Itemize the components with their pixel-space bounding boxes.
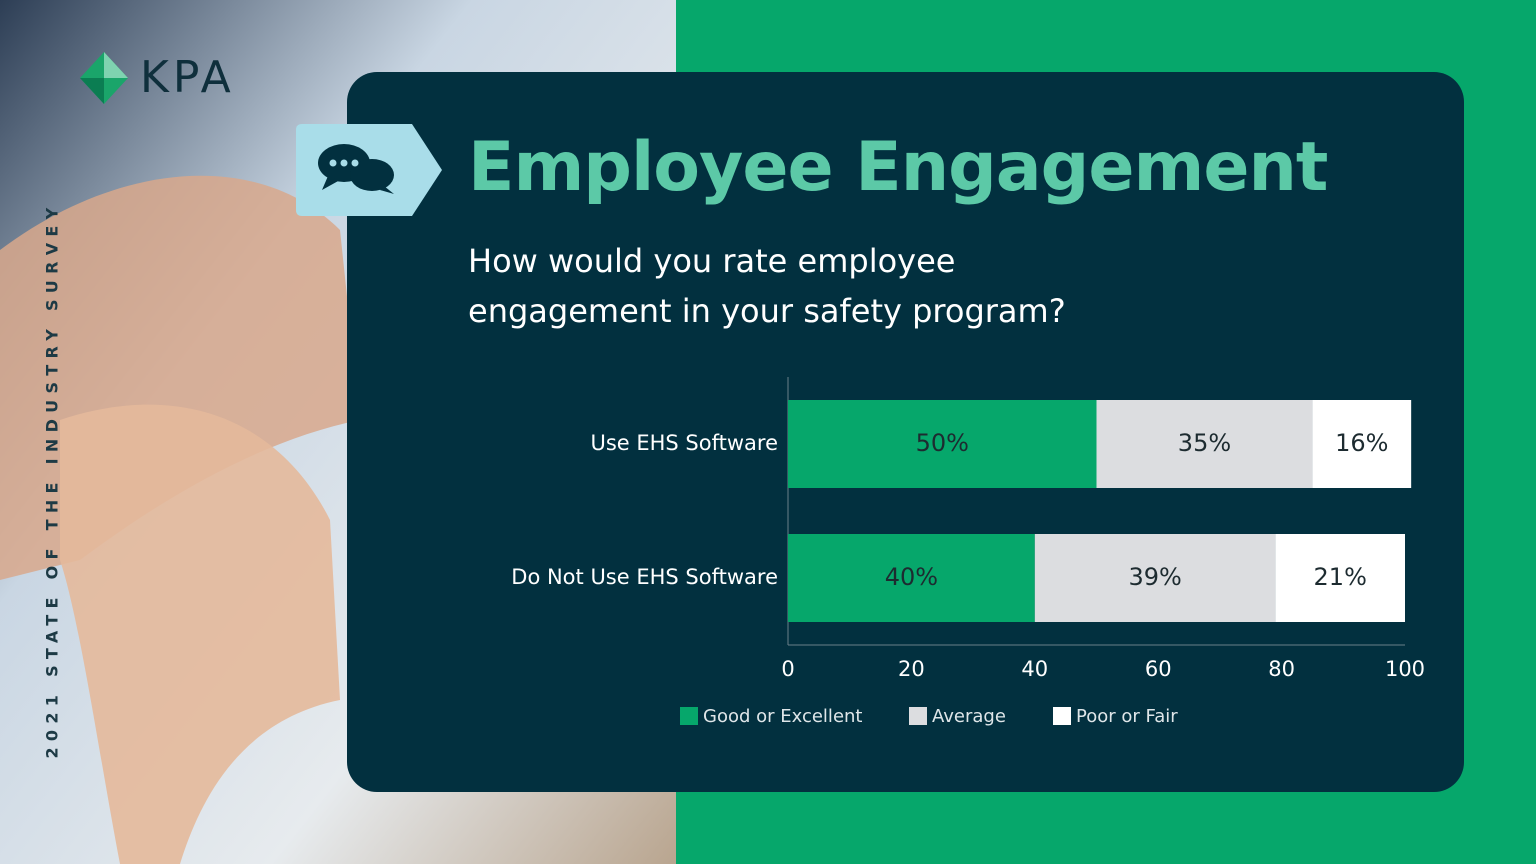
bar-segment — [1312, 400, 1412, 488]
y-tick-label: Do Not Use EHS Software — [511, 565, 778, 589]
x-tick-label: 60 — [1145, 657, 1172, 681]
value-label: 16% — [1335, 429, 1388, 457]
bar-segment — [788, 400, 1097, 488]
x-tick-label: 40 — [1021, 657, 1048, 681]
value-label: 35% — [1178, 429, 1231, 457]
bar-segment — [1034, 534, 1276, 622]
x-tick-label: 80 — [1268, 657, 1295, 681]
chart-title: Employee Engagement — [468, 128, 1328, 207]
logo-mark — [80, 52, 128, 104]
legend-swatch — [680, 707, 698, 725]
brand: KPA — [140, 52, 235, 103]
value-label: 21% — [1314, 563, 1367, 591]
x-tick-label: 100 — [1385, 657, 1425, 681]
legend-swatch — [909, 707, 927, 725]
value-label: 40% — [885, 563, 938, 591]
legend-label: Average — [932, 706, 1006, 727]
photo-arm — [60, 404, 340, 864]
chart-subtitle: How would you rate employee engagement i… — [468, 242, 1066, 330]
bar-segment — [788, 534, 1035, 622]
legend-swatch — [1053, 707, 1071, 725]
bar-segment — [1096, 400, 1313, 488]
legend-label: Poor or Fair — [1076, 706, 1178, 727]
bar-segment — [1275, 534, 1405, 622]
x-tick-label: 0 — [781, 657, 794, 681]
value-label: 39% — [1128, 563, 1181, 591]
x-tick-label: 20 — [898, 657, 925, 681]
legend-label: Good or Excellent — [703, 706, 862, 727]
value-label: 50% — [916, 429, 969, 457]
y-tick-label: Use EHS Software — [590, 431, 778, 455]
